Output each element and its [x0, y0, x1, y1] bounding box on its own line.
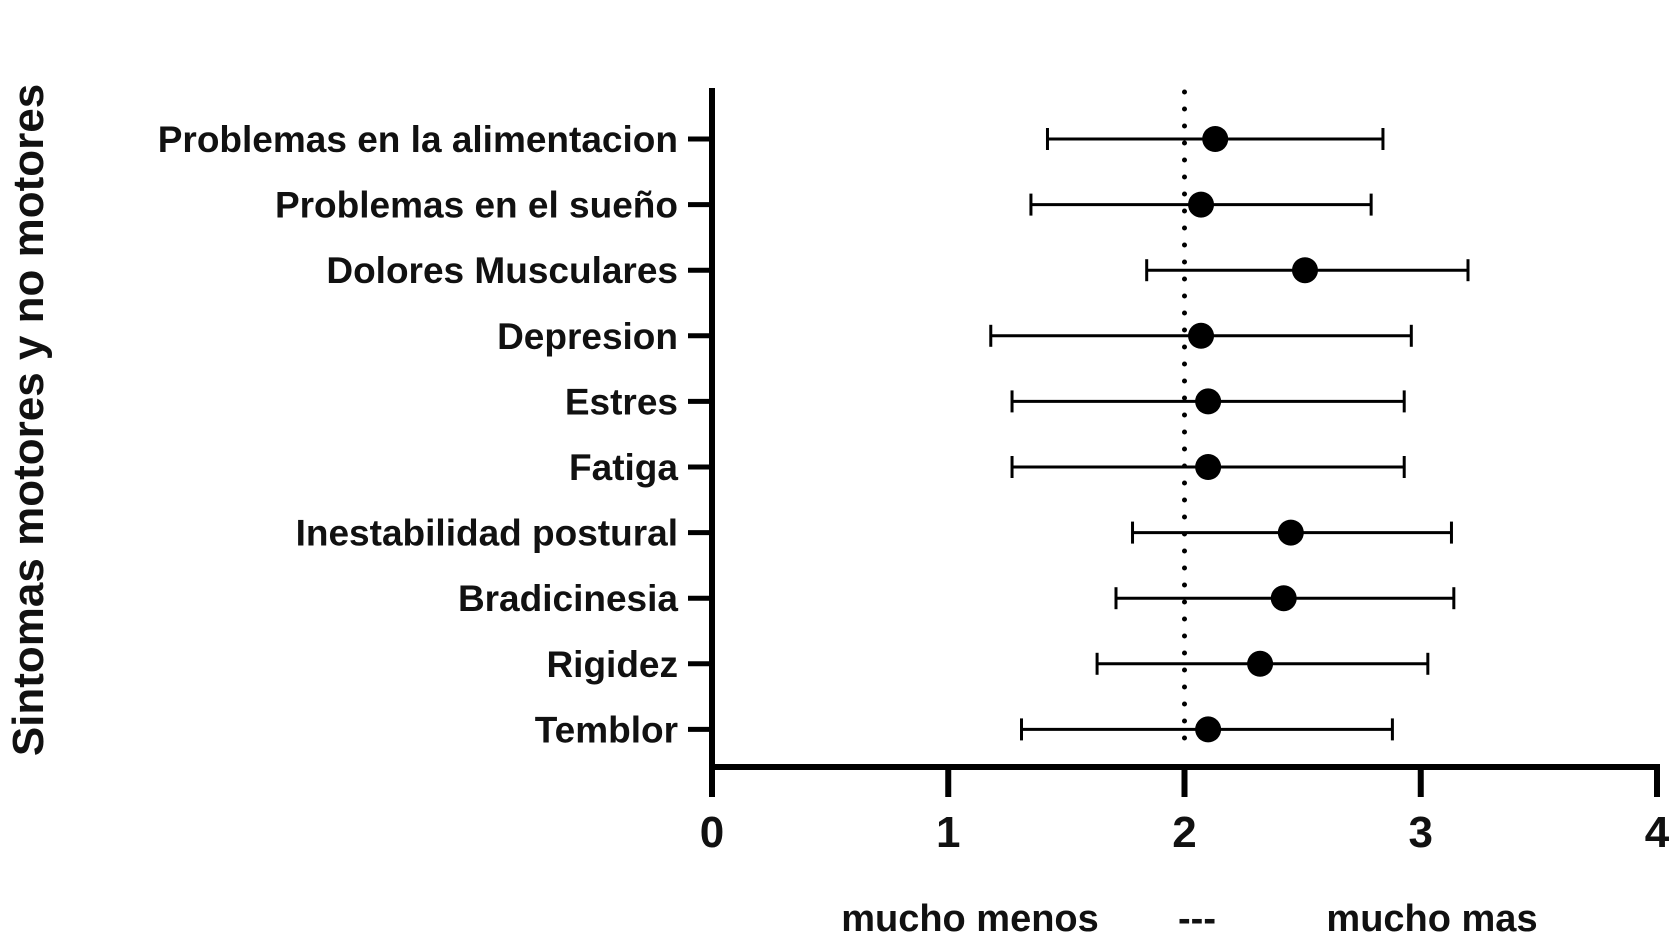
data-point	[1277, 519, 1304, 546]
x-tick-label-1: 1	[936, 808, 960, 857]
data-point	[1195, 388, 1222, 415]
x-label-left: mucho menos	[841, 898, 1099, 940]
category-label: Fatiga	[569, 447, 678, 488]
data-point	[1188, 191, 1215, 218]
data-point	[1188, 322, 1215, 349]
data-point	[1270, 585, 1297, 612]
category-label: Bradicinesia	[458, 578, 678, 619]
x-tick-label-3: 3	[1409, 808, 1433, 857]
data-point	[1291, 257, 1318, 284]
category-label: Problemas en el sueño	[275, 185, 678, 226]
x-tick-label-4: 4	[1645, 808, 1670, 857]
category-label: Depresion	[497, 316, 678, 357]
x-label-right: mucho mas	[1326, 898, 1537, 940]
category-label: Estres	[565, 381, 678, 422]
data-point	[1195, 454, 1222, 480]
y-axis-title: Sintomas motores y no motores	[4, 84, 53, 756]
x-tick-label-0: 0	[700, 808, 724, 857]
data-point	[1202, 126, 1229, 152]
x-label-mid: ---	[1178, 898, 1216, 940]
category-label: Problemas en la alimentacion	[158, 119, 678, 160]
x-tick-label-2: 2	[1172, 808, 1196, 857]
category-label: Dolores Musculares	[326, 250, 678, 291]
data-point	[1195, 716, 1222, 743]
category-label: Rigidez	[546, 644, 678, 685]
category-label: Temblor	[535, 709, 678, 750]
category-label: Inestabilidad postural	[296, 513, 678, 554]
data-point	[1247, 650, 1274, 677]
